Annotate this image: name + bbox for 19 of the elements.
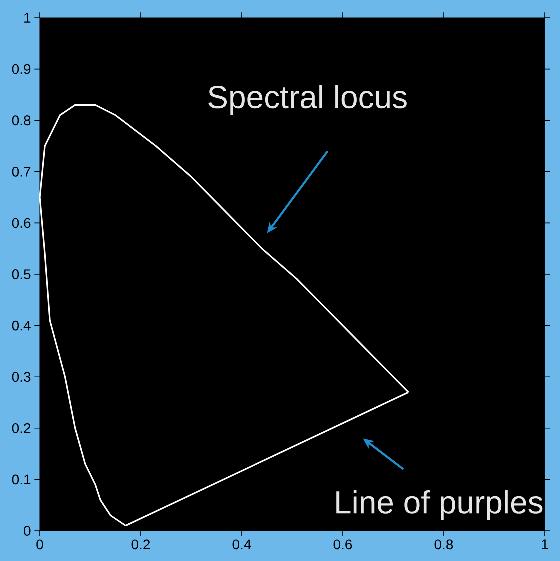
y-tick-label: 0.5	[12, 270, 31, 280]
y-tick-label: 0.3	[12, 372, 31, 382]
y-tick-label: 1	[24, 13, 31, 23]
x-tick-label: 1	[542, 540, 548, 550]
x-tick-label: 0.4	[232, 540, 252, 550]
y-tick-label: 0.6	[12, 218, 31, 228]
y-tick-label: 0	[24, 526, 31, 536]
x-tick-label: 0.6	[334, 540, 352, 550]
y-tick-label: 0.1	[12, 474, 31, 485]
y-tick-label: 0.4	[12, 320, 31, 331]
x-tick-label: 0.8	[434, 540, 454, 550]
y-tick-label: 0.8	[12, 116, 31, 126]
x-tick-label: 0.2	[132, 540, 150, 550]
y-tick-label: 0.9	[12, 64, 31, 74]
y-tick-label: 0.2	[12, 423, 31, 434]
annotation: Spectral locus	[208, 85, 407, 116]
x-tick-label: 0	[36, 540, 44, 550]
annotation: Line of purples	[336, 490, 543, 520]
y-tick-label: 0.7	[12, 166, 31, 177]
